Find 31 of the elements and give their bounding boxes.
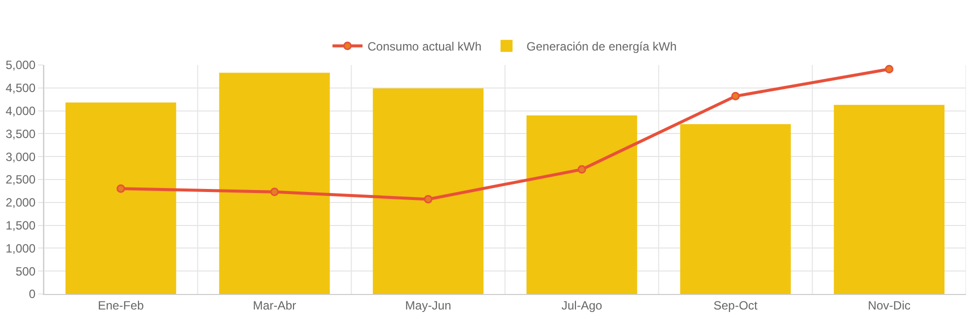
y-tick-label: 0 — [28, 287, 36, 302]
y-tick-label: 2,000 — [6, 196, 36, 210]
legend-label: Consumo actual kWh — [368, 40, 482, 54]
point — [270, 188, 279, 196]
bar — [66, 102, 176, 294]
y-tick-label: 3,500 — [6, 126, 36, 141]
legend-label: Generación de energía kWh — [526, 40, 677, 54]
y-tick-label: 4,500 — [6, 81, 36, 96]
bar — [680, 124, 791, 294]
point — [578, 165, 586, 174]
point — [884, 64, 894, 74]
y-tick-label: 1,500 — [6, 218, 36, 232]
x-tick-label: May-Jun — [405, 298, 452, 312]
x-tick-label: Ene-Feb — [98, 298, 144, 312]
point — [116, 184, 126, 193]
y-tick-label: 5,000 — [6, 58, 36, 72]
x-tick-label: Sep-Oct — [713, 298, 758, 312]
point — [424, 194, 432, 204]
y-tick-label: 3,000 — [6, 150, 36, 164]
x-tick-label: Nov-Dic — [868, 298, 911, 312]
x-tick-label: Jul-Ago — [561, 298, 602, 312]
y-tick-label: 2,500 — [6, 172, 36, 187]
y-tick-label: 4,000 — [6, 104, 36, 118]
y-tick-label: 500 — [16, 264, 36, 278]
y-tick-label: 1,000 — [6, 241, 36, 256]
point — [731, 92, 740, 100]
bar — [834, 104, 944, 294]
x-tick-label: Mar-Abr — [252, 298, 296, 312]
bar — [526, 115, 638, 294]
bar — [372, 88, 484, 294]
bar — [219, 72, 330, 294]
